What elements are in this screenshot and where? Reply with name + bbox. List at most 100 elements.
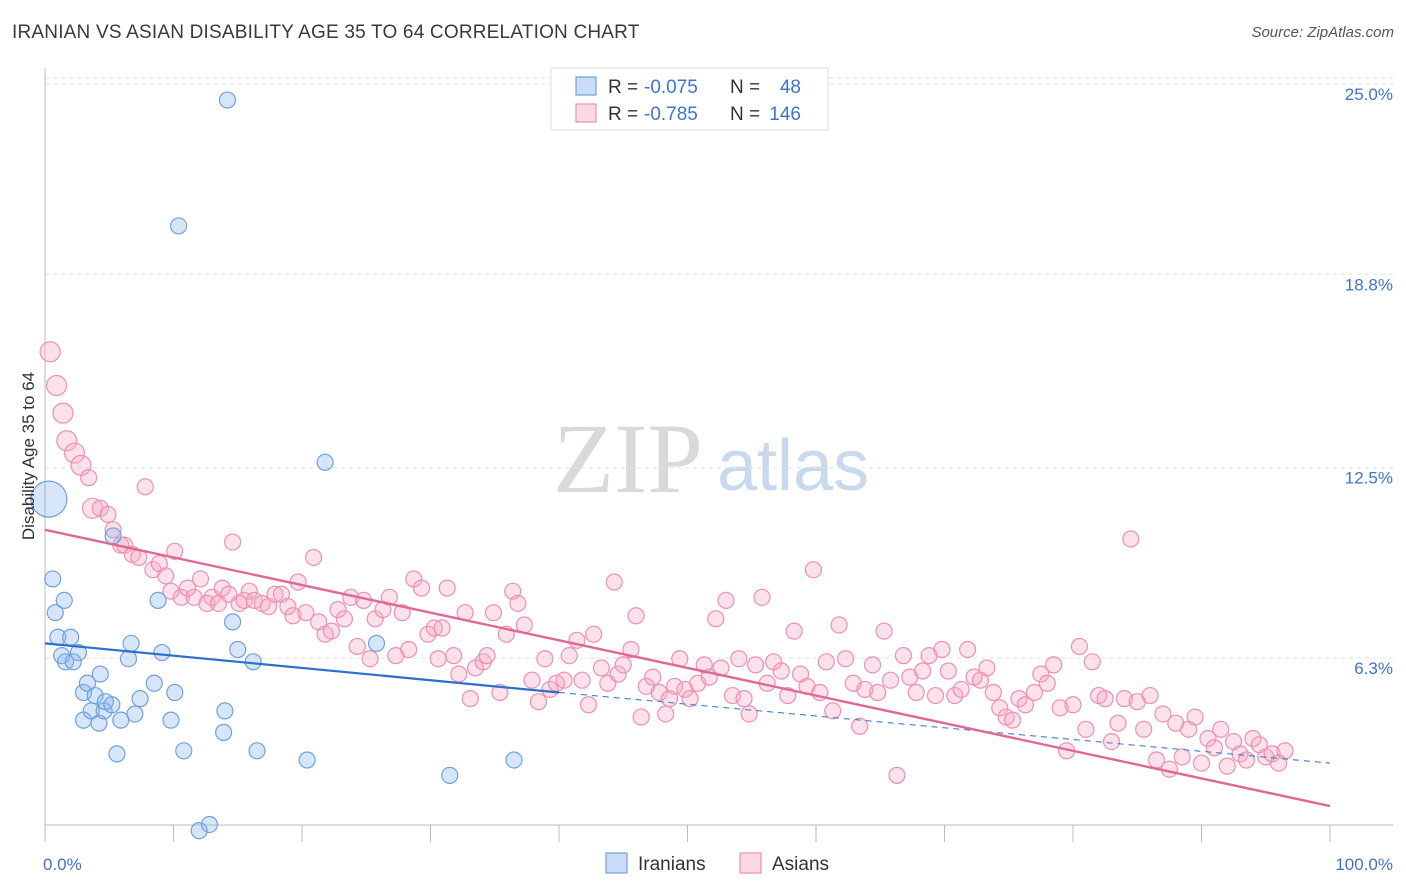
asian-point (536, 650, 554, 668)
asian-point (1010, 690, 1028, 708)
chart-title: IRANIAN VS ASIAN DISABILITY AGE 35 TO 64… (12, 22, 640, 43)
asian-point (978, 659, 996, 677)
asian-point (926, 686, 945, 705)
asian-point (560, 647, 578, 665)
iranian-point (248, 742, 266, 760)
asian-point (914, 662, 932, 680)
asian-point (881, 671, 900, 689)
asian-point (1115, 690, 1134, 708)
asian-point (104, 521, 122, 539)
legend-n-value-1: 48 (780, 77, 801, 98)
bottom-legend: Iranians Asians (605, 852, 829, 875)
asian-point (614, 656, 632, 674)
asian-point (80, 469, 98, 487)
asian-point (856, 680, 874, 699)
iranian-point (30, 480, 68, 518)
asian-point (136, 478, 154, 496)
asian-point (438, 579, 456, 597)
asian-point (1051, 699, 1069, 717)
asian-point (179, 579, 197, 597)
asian-point (869, 683, 887, 702)
asian-point (1218, 757, 1236, 775)
iranian-point (103, 696, 121, 714)
iranian-point (78, 674, 97, 692)
asian-point (172, 588, 190, 606)
asian-point (555, 671, 573, 689)
iranian-point (166, 683, 184, 702)
iranian-point (216, 702, 234, 720)
asian-point (361, 650, 379, 668)
y-tick-label: 25.0% (1345, 85, 1393, 104)
iranian-point (112, 711, 130, 729)
asian-point (1135, 720, 1153, 738)
asian-point (240, 582, 258, 600)
asian-point (946, 686, 964, 705)
asian-point (830, 616, 848, 634)
iranian-point (122, 634, 140, 652)
iranian-point (149, 591, 167, 610)
asian-point (894, 647, 912, 665)
asian-point (573, 671, 591, 689)
bottom-legend-swatch-iranians (605, 852, 628, 874)
x-tick-label-max: 100.0% (1335, 855, 1393, 874)
asian-point (1025, 683, 1044, 702)
asian-point (579, 696, 598, 714)
iranian-point (215, 723, 233, 741)
asian-point (824, 702, 842, 720)
asian-point (707, 610, 725, 628)
iranian-point (316, 453, 334, 471)
asian-point (1244, 729, 1262, 748)
asian-point (605, 573, 623, 591)
asian-point (1122, 530, 1140, 548)
asian-point (991, 699, 1009, 717)
y-tick-label: 18.8% (1345, 275, 1393, 294)
iranian-point (170, 217, 188, 235)
iranian-point (108, 745, 126, 763)
asian-point (875, 622, 893, 640)
asian-point (491, 683, 509, 702)
asian-point (592, 659, 611, 677)
asian-point (461, 690, 479, 708)
trend-line-iranians-extension (558, 691, 1331, 764)
asian-point (632, 708, 650, 726)
legend-r-value-1: -0.075 (644, 77, 698, 98)
legend-r-label-1: R = (608, 77, 638, 98)
asian-point (1109, 714, 1127, 732)
iranian-point (91, 665, 109, 683)
asian-point (1154, 705, 1172, 723)
iranian-point (64, 653, 82, 671)
iranian-point (175, 742, 193, 760)
asian-point (1038, 674, 1056, 692)
asian-point (747, 656, 765, 674)
asian-point (740, 705, 758, 723)
asian-point (52, 402, 74, 424)
asian-point (450, 665, 468, 683)
asian-point (297, 604, 315, 622)
watermark-atlas: atlas (717, 426, 869, 506)
asian-point (650, 683, 668, 702)
iranian-point (367, 634, 386, 652)
asian-point (1032, 665, 1050, 683)
asian-point (99, 505, 117, 524)
asian-point (717, 591, 735, 610)
asian-point (166, 542, 184, 560)
asian-point (1096, 690, 1114, 708)
bottom-legend-asians: Asians (772, 854, 829, 875)
asian-point (785, 622, 803, 640)
asian-point (952, 680, 970, 699)
legend-swatch-iranians (575, 76, 597, 96)
iranian-point (119, 650, 138, 668)
asian-point (1173, 748, 1191, 766)
asian-point (1045, 656, 1063, 674)
watermark-zip: ZIP (553, 403, 703, 514)
asian-point (380, 588, 398, 606)
iranian-point (218, 91, 237, 109)
asian-point (335, 610, 354, 628)
iranian-point (126, 705, 144, 723)
legend-box (550, 67, 829, 131)
asian-point (1083, 653, 1101, 671)
asian-point (1192, 754, 1211, 772)
asian-point (863, 656, 882, 674)
iranian-point (55, 591, 73, 610)
asian-point (157, 567, 175, 585)
